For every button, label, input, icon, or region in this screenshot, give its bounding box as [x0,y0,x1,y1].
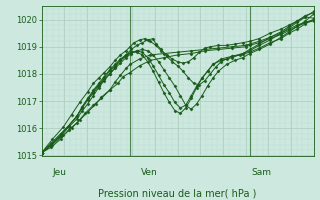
Text: Ven: Ven [141,168,158,177]
Text: Sam: Sam [251,168,271,177]
Text: Pression niveau de la mer( hPa ): Pression niveau de la mer( hPa ) [99,189,257,199]
Text: Jeu: Jeu [52,168,67,177]
